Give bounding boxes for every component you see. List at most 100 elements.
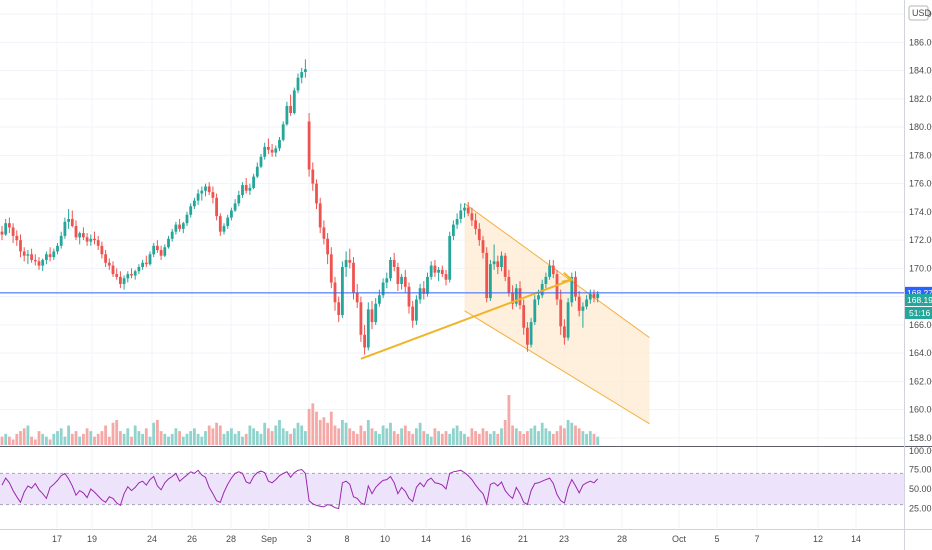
candle-body (507, 276, 511, 293)
candle-body (355, 292, 359, 303)
volume-bar (381, 425, 385, 445)
volume-bar (159, 431, 163, 445)
volume-bar (555, 431, 559, 445)
candle-body (341, 267, 344, 316)
volume-bar (185, 433, 189, 445)
candle-body (429, 265, 433, 277)
volume-bar (548, 431, 551, 445)
volume-bar (270, 431, 274, 445)
volume-bar (485, 431, 489, 445)
candle-body (592, 293, 596, 299)
volume-bar (230, 428, 233, 445)
price-tick-label: 172.00 (909, 235, 932, 245)
volume-bar (315, 411, 318, 445)
candle-body (492, 261, 496, 265)
time-tick-label: 12 (813, 534, 823, 544)
candle-body (78, 233, 82, 238)
candle-body (363, 334, 366, 348)
candle-body (418, 288, 422, 300)
time-tick-label: 5 (714, 534, 719, 544)
volume-bar (592, 433, 596, 445)
volume-bar (289, 433, 292, 445)
time-axis[interactable]: 17 19 24 26 28 Sep 3 8 10 14 16 21 23 28 Oct 5 7 12 14 (52, 534, 861, 544)
candle-body (159, 250, 163, 256)
candle-body (389, 259, 392, 279)
candle-body (459, 210, 463, 219)
volume-bar (570, 422, 574, 445)
rsi-axis[interactable]: 75.00 50.00 25.00 100.00 (909, 446, 932, 514)
volume-bar (318, 420, 322, 445)
candle-body (122, 278, 126, 284)
candle-body (70, 218, 74, 227)
candle-body (96, 240, 100, 246)
price-tick-label: 186.00 (909, 37, 932, 47)
candle-body (111, 265, 115, 275)
volume-bar (45, 436, 48, 445)
volume-bar (74, 431, 78, 445)
volume-bar (215, 422, 218, 445)
candle-body (244, 185, 248, 191)
candle-body (400, 276, 403, 284)
current-price-tag (905, 293, 932, 306)
candle-body (181, 223, 185, 229)
volume-bar (211, 428, 215, 445)
candle-body (218, 216, 222, 232)
candle-body (514, 288, 518, 304)
volume-bar (596, 436, 600, 445)
candle-body (263, 146, 267, 157)
candle-body (196, 193, 200, 201)
candle-body (370, 309, 374, 323)
volume-bar (463, 433, 466, 445)
volume-bar (470, 428, 474, 445)
volume-bar (148, 436, 152, 445)
candle-body (89, 238, 93, 242)
candle-body (104, 254, 107, 263)
volume-bar (374, 431, 378, 445)
candle-body (585, 299, 588, 307)
candle-body (537, 295, 540, 300)
candle-body (522, 305, 526, 328)
volume-bar (59, 428, 63, 445)
candle-body (59, 235, 63, 246)
volume-bar (503, 420, 507, 445)
candle-body (67, 218, 70, 222)
rsi-tick-label: 75.00 (909, 465, 932, 475)
candle-body (366, 309, 370, 348)
volume-bar (263, 422, 267, 445)
candle-body (551, 265, 555, 275)
volume-bar (141, 433, 144, 445)
candle-body (41, 259, 45, 266)
candle-body (119, 276, 122, 284)
candle-body (503, 255, 507, 277)
volume-bar (241, 436, 244, 445)
candle-body (566, 302, 570, 338)
candle-body (133, 271, 137, 276)
volume-bar (396, 433, 400, 445)
volume-bar (207, 425, 211, 445)
volume-bar (429, 436, 433, 445)
candle-body (189, 206, 193, 215)
volume-bar (63, 436, 67, 445)
candle-body (500, 255, 503, 267)
volume-bar (248, 425, 252, 445)
candle-body (289, 105, 292, 114)
candle-body (163, 247, 167, 256)
volume-bar (119, 431, 122, 445)
volume-bar (56, 431, 59, 445)
volume-bar (433, 428, 437, 445)
volume-bar (255, 431, 259, 445)
volume-bar (341, 420, 344, 445)
time-tick-label: 21 (518, 534, 528, 544)
volume-bar (588, 431, 592, 445)
time-tick-label: 7 (754, 534, 759, 544)
rsi-tick-label: 25.00 (909, 504, 932, 514)
candle-body (82, 233, 85, 238)
volume-bar (496, 433, 500, 445)
volume-bar (222, 433, 226, 445)
volume-bar (492, 431, 496, 445)
candle-body (207, 186, 211, 193)
volume-bar (529, 428, 533, 445)
price-tick-label: 182.00 (909, 94, 932, 104)
candle-body (26, 254, 30, 256)
